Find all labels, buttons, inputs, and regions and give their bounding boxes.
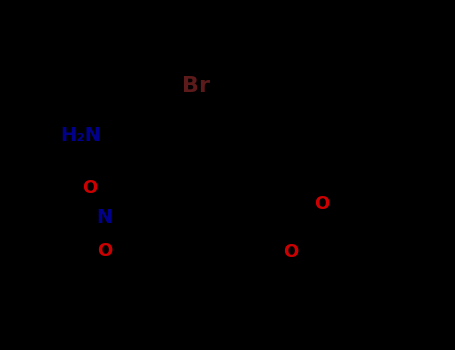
- Text: O: O: [283, 244, 298, 261]
- Text: O: O: [82, 178, 97, 197]
- Text: O: O: [97, 242, 112, 260]
- Text: O: O: [314, 195, 329, 214]
- Text: N: N: [96, 208, 113, 228]
- Text: Br: Br: [182, 76, 210, 96]
- Text: CH₃: CH₃: [348, 184, 381, 203]
- Text: H₂N: H₂N: [60, 126, 101, 145]
